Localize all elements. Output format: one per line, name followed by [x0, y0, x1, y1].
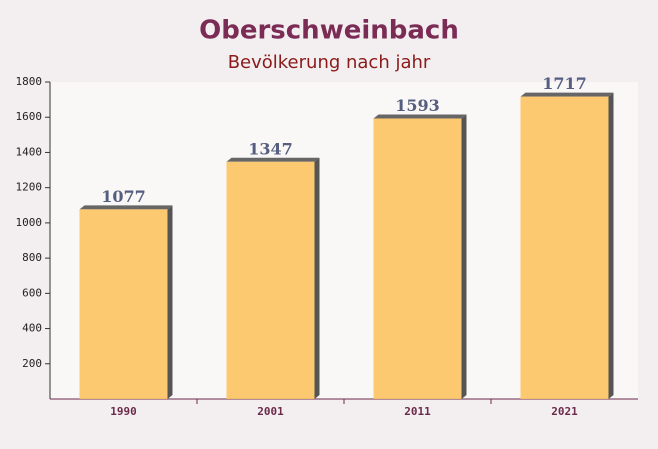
bar-shadow — [608, 92, 614, 400]
y-tick-label: 1800 — [16, 75, 43, 88]
bar-shadow — [314, 157, 320, 399]
x-tick-label: 2001 — [257, 405, 284, 418]
y-tick-label: 1200 — [16, 181, 43, 194]
bar-shadow — [461, 114, 467, 399]
bar — [79, 209, 168, 399]
bar-shadow-top — [520, 92, 614, 97]
y-tick-label: 400 — [22, 322, 42, 335]
value-label: 1717 — [542, 74, 587, 93]
bar — [373, 118, 462, 399]
bar-shadow-top — [79, 205, 173, 210]
y-tick-label: 1400 — [16, 145, 43, 158]
chart-title: Oberschweinbach — [199, 16, 459, 46]
x-tick-label: 2021 — [551, 405, 578, 418]
x-tick-label: 2011 — [404, 405, 431, 418]
value-label: 1077 — [101, 187, 146, 206]
value-label: 1347 — [248, 139, 293, 158]
y-tick-label: 1600 — [16, 110, 43, 123]
y-tick-label: 800 — [22, 251, 42, 264]
x-tick-label: 1990 — [110, 405, 137, 418]
bar — [520, 96, 609, 400]
y-tick-label: 200 — [22, 357, 42, 370]
y-tick-label: 1000 — [16, 216, 43, 229]
bar — [226, 161, 315, 399]
bar-shadow — [167, 205, 173, 399]
bar-shadow-top — [373, 114, 467, 119]
y-tick-label: 600 — [22, 286, 42, 299]
chart-subtitle: Bevölkerung nach jahr — [228, 52, 431, 73]
bar-shadow-top — [226, 157, 320, 162]
value-label: 1593 — [395, 96, 440, 115]
